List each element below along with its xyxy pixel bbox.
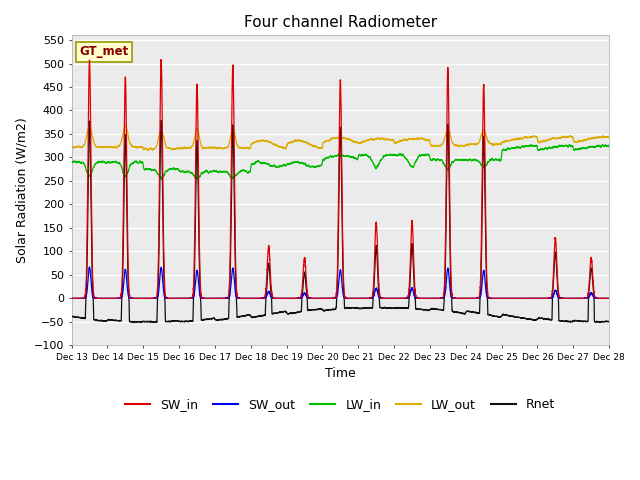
Title: Four channel Radiometer: Four channel Radiometer	[244, 15, 437, 30]
X-axis label: Time: Time	[325, 368, 356, 381]
Text: GT_met: GT_met	[79, 46, 129, 59]
Y-axis label: Solar Radiation (W/m2): Solar Radiation (W/m2)	[15, 118, 28, 263]
Legend: SW_in, SW_out, LW_in, LW_out, Rnet: SW_in, SW_out, LW_in, LW_out, Rnet	[120, 394, 561, 417]
